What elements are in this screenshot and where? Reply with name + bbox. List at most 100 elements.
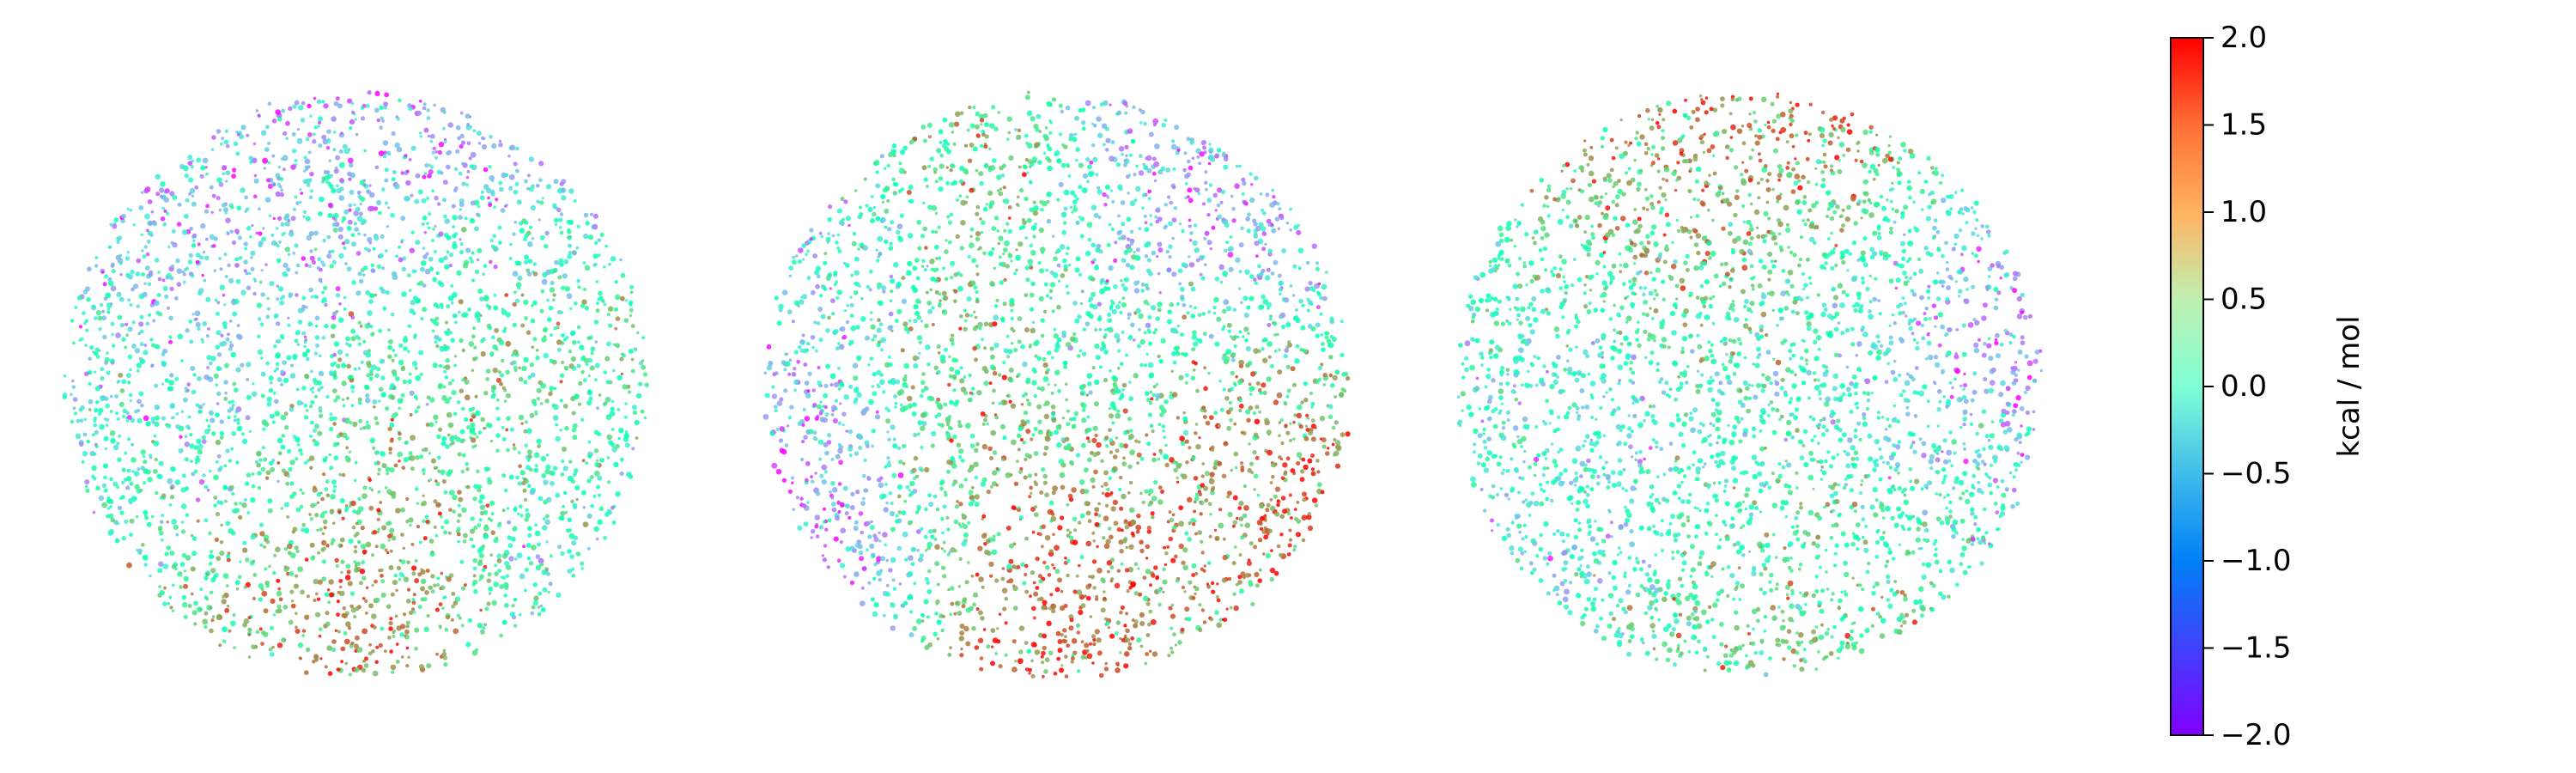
scatter-point bbox=[941, 531, 945, 535]
scatter-point bbox=[576, 224, 580, 228]
scatter-point bbox=[105, 403, 110, 409]
scatter-point bbox=[513, 189, 519, 195]
scatter-point bbox=[382, 306, 387, 311]
scatter-point bbox=[181, 229, 188, 235]
scatter-point bbox=[257, 471, 262, 476]
scatter-point bbox=[561, 179, 567, 185]
scatter-point bbox=[161, 493, 167, 498]
scatter-point bbox=[1048, 131, 1053, 135]
scatter-point bbox=[435, 271, 440, 276]
scatter-point bbox=[1157, 499, 1163, 505]
scatter-point bbox=[304, 614, 310, 620]
scatter-point bbox=[553, 326, 557, 331]
scatter-point bbox=[572, 423, 578, 429]
scatter-point bbox=[549, 287, 556, 293]
scatter-point bbox=[462, 539, 467, 544]
scatter-point bbox=[1278, 280, 1285, 286]
scatter-point bbox=[383, 106, 388, 110]
scatter-point bbox=[509, 361, 514, 366]
scatter-point bbox=[364, 612, 368, 615]
scatter-point bbox=[473, 526, 478, 530]
scatter-point bbox=[269, 413, 275, 419]
scatter-point bbox=[420, 578, 427, 585]
scatter-point bbox=[329, 184, 334, 189]
scatter-point bbox=[394, 614, 398, 618]
scatter-point bbox=[303, 460, 308, 466]
scatter-point bbox=[552, 466, 558, 471]
scatter-point bbox=[407, 655, 410, 659]
scatter-point bbox=[323, 285, 328, 290]
scatter-point bbox=[110, 264, 115, 268]
scatter-point bbox=[245, 481, 250, 486]
scatter-point bbox=[850, 273, 854, 277]
scatter-point bbox=[295, 549, 300, 554]
scatter-point bbox=[332, 521, 336, 525]
scatter-point bbox=[623, 433, 630, 439]
scatter-point bbox=[197, 405, 204, 410]
scatter-point bbox=[512, 443, 516, 447]
scatter-point bbox=[1060, 664, 1064, 667]
scatter-point bbox=[416, 502, 419, 505]
scatter-point bbox=[472, 129, 477, 132]
scatter-point bbox=[76, 295, 82, 301]
scatter-point bbox=[980, 123, 983, 126]
scatter-point bbox=[408, 372, 412, 376]
scatter-point bbox=[1152, 331, 1157, 335]
scatter-point bbox=[127, 415, 132, 420]
scatter-point bbox=[1151, 250, 1157, 256]
scatter-point bbox=[118, 372, 124, 378]
scatter-point bbox=[303, 403, 308, 408]
scatter-point bbox=[524, 233, 529, 238]
scatter-point bbox=[993, 304, 999, 308]
scatter-point bbox=[531, 303, 534, 307]
scatter-point bbox=[1149, 214, 1152, 217]
scatter-point bbox=[870, 218, 875, 223]
scatter-point bbox=[478, 552, 484, 559]
scatter-point bbox=[415, 240, 421, 246]
scatter-point bbox=[201, 439, 207, 444]
scatter-point bbox=[1026, 110, 1033, 117]
scatter-point bbox=[221, 137, 225, 141]
scatter-point bbox=[567, 517, 572, 522]
scatter-point bbox=[1060, 162, 1066, 168]
scatter-point bbox=[1032, 234, 1036, 239]
scatter-point bbox=[333, 361, 337, 365]
scatter-point bbox=[1179, 286, 1185, 292]
scatter-point bbox=[378, 328, 382, 333]
scatter-point bbox=[296, 399, 303, 406]
scatter-point bbox=[453, 411, 458, 417]
scatter-point bbox=[522, 488, 527, 493]
scatter-point bbox=[960, 219, 966, 226]
scatter-point bbox=[1024, 589, 1029, 594]
scatter-point bbox=[527, 259, 533, 265]
scatter-point bbox=[1109, 438, 1114, 442]
scatter-point bbox=[876, 327, 882, 333]
scatter-point bbox=[308, 513, 312, 516]
scatter-point bbox=[545, 453, 550, 457]
scatter-point bbox=[387, 636, 392, 640]
scatter-point bbox=[1266, 429, 1272, 435]
scatter-point bbox=[441, 651, 447, 657]
scatter-point bbox=[155, 490, 159, 496]
scatter-point bbox=[1167, 309, 1173, 315]
scatter-point bbox=[779, 426, 785, 432]
scatter-point bbox=[799, 299, 805, 305]
scatter-point bbox=[931, 430, 937, 437]
scatter-point bbox=[456, 270, 462, 276]
scatter-point bbox=[814, 416, 819, 421]
scatter-point bbox=[306, 183, 311, 187]
scatter-point bbox=[924, 323, 929, 329]
scatter-point bbox=[386, 551, 390, 555]
scatter-point bbox=[617, 408, 621, 411]
scatter-point bbox=[334, 222, 340, 228]
scatter-point bbox=[801, 333, 805, 338]
scatter-point bbox=[393, 573, 398, 578]
scatter-point bbox=[310, 502, 316, 508]
scatter-point bbox=[932, 528, 937, 533]
scatter-panel-2 bbox=[762, 90, 1351, 679]
scatter-point bbox=[1050, 512, 1055, 516]
scatter-point bbox=[1227, 252, 1234, 258]
scatter-point bbox=[164, 551, 169, 557]
scatter-point bbox=[543, 499, 549, 505]
scatter-point bbox=[196, 157, 202, 163]
